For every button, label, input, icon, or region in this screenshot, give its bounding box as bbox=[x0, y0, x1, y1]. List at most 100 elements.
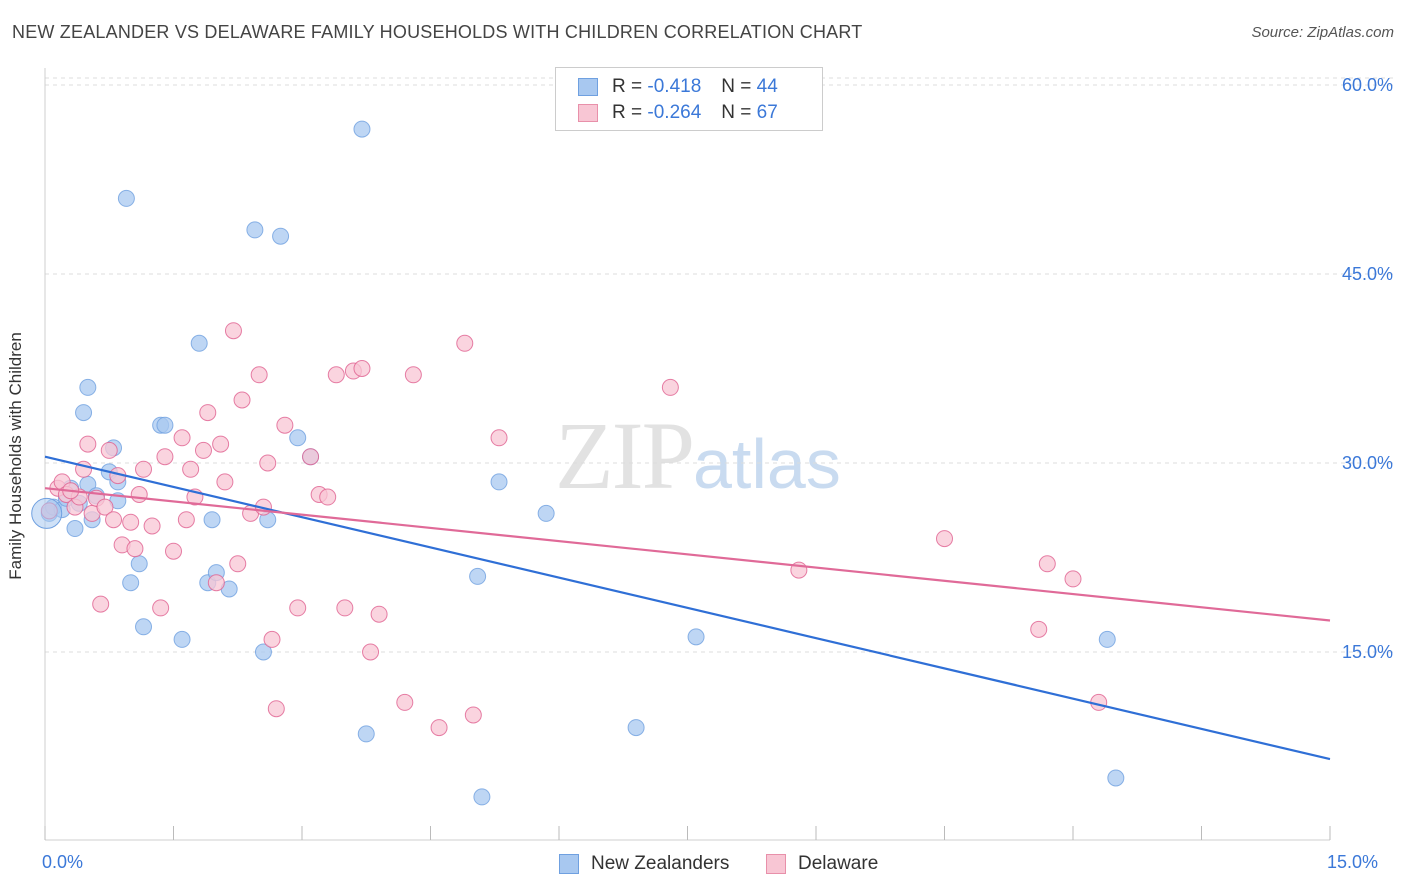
point-new-zealanders-22 bbox=[190, 334, 208, 352]
legend-n-value: 67 bbox=[756, 102, 778, 123]
point-delaware-42 bbox=[319, 488, 337, 506]
point-new-zealanders-31 bbox=[289, 429, 307, 447]
legend-swatch-delaware bbox=[578, 104, 598, 122]
point-delaware-17 bbox=[135, 460, 153, 478]
point-new-zealanders-28 bbox=[272, 227, 290, 245]
point-delaware-16 bbox=[130, 486, 148, 503]
point-new-zealanders-10 bbox=[75, 404, 93, 422]
legend-r-label: R = bbox=[612, 102, 643, 123]
point-delaware-29 bbox=[224, 322, 242, 340]
point-delaware-11 bbox=[100, 441, 118, 459]
legend-r-value: -0.264 bbox=[647, 102, 702, 123]
point-new-zealanders-39 bbox=[627, 719, 645, 737]
point-new-zealanders-24 bbox=[203, 511, 221, 529]
point-delaware-33 bbox=[250, 366, 268, 384]
point-new-zealanders-16 bbox=[122, 574, 140, 592]
point-delaware-54 bbox=[490, 429, 508, 447]
trend-line-new-zealanders bbox=[44, 455, 1331, 761]
point-delaware-20 bbox=[165, 542, 182, 560]
point-delaware-49 bbox=[396, 693, 414, 711]
point-delaware-31 bbox=[233, 391, 251, 409]
point-new-zealanders-33 bbox=[353, 120, 371, 138]
point-delaware-39 bbox=[289, 599, 307, 617]
point-new-zealanders-41 bbox=[117, 189, 135, 207]
point-delaware-58 bbox=[1030, 620, 1048, 638]
y-axis-label: Family Households with Children bbox=[6, 332, 25, 580]
axes bbox=[44, 68, 1331, 841]
point-new-zealanders-36 bbox=[473, 788, 491, 806]
legend-row-delaware: R = -0.264 N = 67 bbox=[578, 102, 778, 124]
point-delaware-43 bbox=[327, 366, 345, 384]
chart-title: NEW ZEALANDER VS DELAWARE FAMILY HOUSEHO… bbox=[12, 22, 863, 42]
point-delaware-50 bbox=[404, 366, 422, 384]
point-delaware-27 bbox=[207, 574, 225, 592]
point-delaware-26 bbox=[199, 404, 217, 422]
point-delaware-19 bbox=[156, 448, 174, 466]
point-delaware-38 bbox=[276, 416, 294, 434]
point-delaware-55 bbox=[661, 378, 679, 396]
point-new-zealanders-11 bbox=[79, 378, 97, 396]
y-tick-label-1: 30.0% bbox=[1342, 453, 1393, 473]
point-new-zealanders-cluster bbox=[31, 497, 63, 529]
grid-lines bbox=[45, 77, 1395, 653]
point-new-zealanders-42 bbox=[1098, 630, 1116, 648]
point-new-zealanders-35 bbox=[469, 567, 487, 585]
bottom-legend-swatch-new-zealanders bbox=[559, 854, 579, 874]
point-delaware-47 bbox=[362, 643, 380, 661]
legend-r-label: R = bbox=[612, 76, 643, 97]
point-new-zealanders-34 bbox=[357, 725, 375, 743]
point-delaware-10 bbox=[96, 498, 114, 516]
data-points bbox=[31, 120, 1125, 806]
y-tick-label-3: 60.0% bbox=[1342, 75, 1393, 95]
point-new-zealanders-38 bbox=[537, 504, 555, 522]
point-new-zealanders-5 bbox=[66, 520, 84, 538]
point-delaware-36 bbox=[263, 630, 281, 648]
point-delaware-65 bbox=[92, 595, 110, 613]
legend-swatch-new-zealanders bbox=[578, 78, 598, 96]
point-delaware-37 bbox=[267, 700, 285, 718]
point-new-zealanders-17 bbox=[130, 555, 148, 573]
point-delaware-7 bbox=[79, 435, 97, 453]
point-new-zealanders-21 bbox=[173, 630, 191, 648]
point-delaware-40 bbox=[302, 448, 320, 466]
point-new-zealanders-37 bbox=[490, 473, 508, 491]
bottom-legend-delaware: Delaware bbox=[766, 853, 878, 875]
legend-row-new-zealanders: R = -0.418 N = 44 bbox=[578, 76, 778, 98]
x-tick-label-max: 15.0% bbox=[1327, 852, 1379, 872]
source-label: Source: ZipAtlas.com bbox=[1251, 24, 1394, 41]
point-delaware-15 bbox=[122, 513, 140, 531]
point-delaware-63 bbox=[126, 540, 144, 558]
point-delaware-46 bbox=[353, 360, 371, 377]
legend-n-label: N = bbox=[721, 102, 752, 123]
point-delaware-12 bbox=[105, 511, 123, 529]
point-delaware-30 bbox=[229, 555, 247, 573]
point-new-zealanders-40 bbox=[687, 628, 705, 646]
x-tick-label-min: 0.0% bbox=[42, 852, 84, 872]
point-delaware-18 bbox=[152, 599, 170, 617]
legend-n-label: N = bbox=[721, 76, 752, 97]
watermark: ZIPatlas bbox=[555, 400, 841, 511]
trend-line-delaware bbox=[44, 487, 1331, 622]
point-delaware-57 bbox=[936, 530, 953, 548]
point-new-zealanders-20 bbox=[156, 416, 174, 434]
point-delaware-51 bbox=[430, 719, 448, 737]
point-new-zealanders-43 bbox=[1107, 769, 1125, 787]
point-new-zealanders-27 bbox=[246, 221, 264, 239]
point-delaware-44 bbox=[336, 599, 354, 617]
point-delaware-21 bbox=[173, 429, 191, 447]
trend-lines bbox=[44, 455, 1331, 761]
bottom-legend-new-zealanders: New Zealanders bbox=[559, 853, 729, 875]
point-delaware-59 bbox=[1038, 555, 1056, 573]
y-tick-label-0: 15.0% bbox=[1342, 642, 1393, 662]
bottom-legend-label: New Zealanders bbox=[591, 853, 730, 874]
y-tick-label-2: 45.0% bbox=[1342, 264, 1393, 284]
point-delaware-28 bbox=[216, 473, 234, 491]
legend-n-value: 44 bbox=[756, 76, 778, 97]
bottom-legend-label: Delaware bbox=[798, 853, 879, 874]
point-delaware-52 bbox=[456, 334, 474, 352]
correlation-legend: R = -0.418 N = 44 R = -0.264 N = 67 bbox=[555, 67, 823, 131]
point-delaware-23 bbox=[182, 460, 200, 478]
watermark-atlas: atlas bbox=[693, 425, 841, 503]
point-delaware-35 bbox=[259, 454, 277, 472]
